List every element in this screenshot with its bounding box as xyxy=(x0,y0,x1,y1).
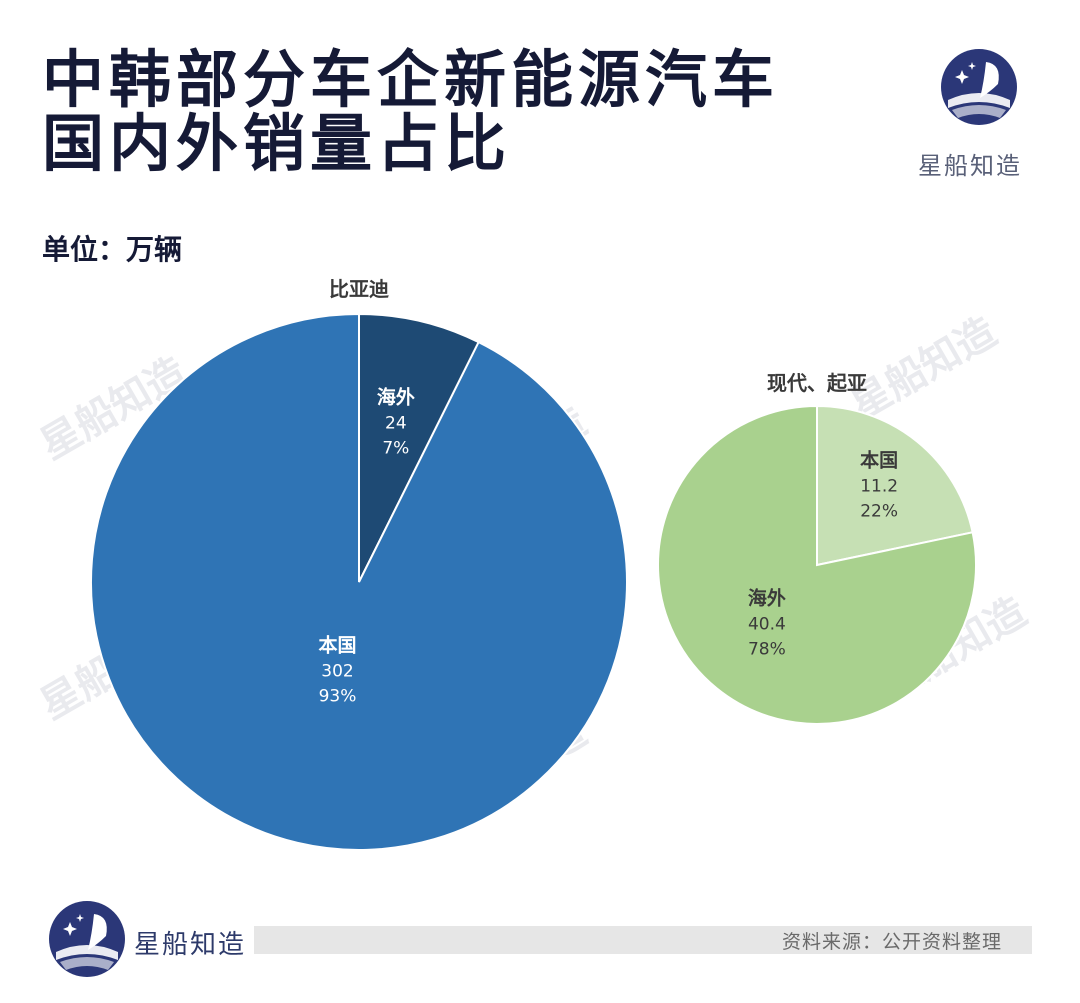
slice-label: 本国 xyxy=(318,633,356,656)
source-note: 资料来源：公开资料整理 xyxy=(781,931,1002,953)
slice-value: 302 xyxy=(321,661,353,681)
page-title: 中韩部分车企新能源汽车 国内外销量占比 xyxy=(42,48,779,176)
pie-slice xyxy=(358,312,480,583)
slice-label: 海外 xyxy=(748,587,786,610)
slice-percent: 78% xyxy=(748,640,786,660)
slice-label: 海外 xyxy=(377,385,415,408)
slice-percent: 22% xyxy=(860,501,898,521)
unit-label: 单位：万辆 xyxy=(42,233,183,266)
slice-percent: 93% xyxy=(319,686,357,706)
pie-title: 比亚迪 xyxy=(329,277,389,301)
watermark-text: 星船知造 xyxy=(843,309,1005,429)
slice-label: 本国 xyxy=(860,448,898,471)
slice-percent: 7% xyxy=(382,438,409,458)
footer-brand: 星船知造 xyxy=(134,930,247,960)
footer-bar: 资料来源：公开资料整理 xyxy=(254,926,1032,954)
title-line-2: 国内外销量占比 xyxy=(42,107,512,180)
pie-slice xyxy=(90,312,628,851)
slice-value: 40.4 xyxy=(748,615,786,635)
brand-name: 星船知造 xyxy=(918,152,1022,180)
pie-title: 现代、起亚 xyxy=(767,371,867,395)
slice-value: 24 xyxy=(385,413,407,433)
pie-slice xyxy=(816,404,974,567)
title-line-1: 中韩部分车企新能源汽车 xyxy=(42,43,780,116)
pie-slice xyxy=(657,404,977,725)
brand-logo-icon xyxy=(941,49,1017,125)
slice-value: 11.2 xyxy=(860,476,898,496)
footer-logo-icon xyxy=(49,901,125,977)
